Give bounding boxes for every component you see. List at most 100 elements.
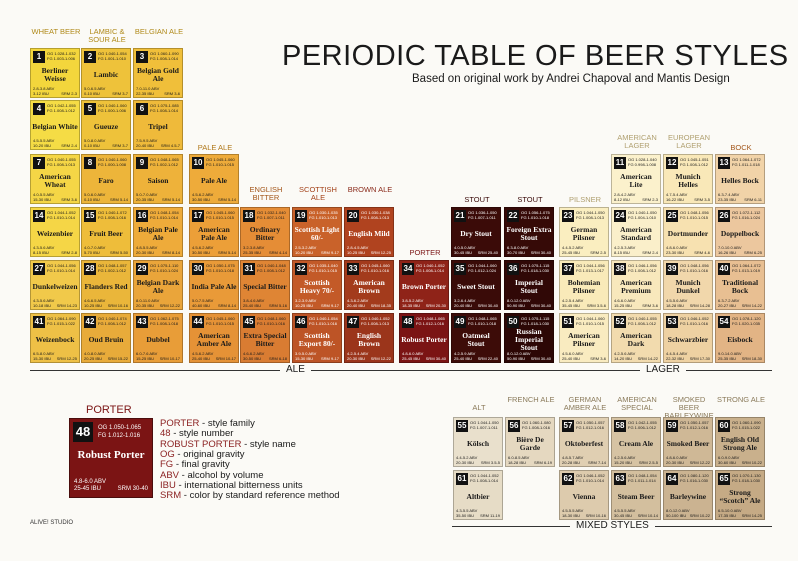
style-og: OG 1.060-1.090 bbox=[732, 420, 761, 425]
style-gravity: OG 1.042-1.055 FG 1.006-1.012 bbox=[628, 420, 657, 430]
style-srm: SRM 9-17 bbox=[320, 302, 339, 308]
style-number: 64 bbox=[666, 473, 678, 485]
style-srm: SRM 14-22 bbox=[637, 355, 658, 361]
style-fg: FG 1.010-1.014 bbox=[576, 478, 605, 483]
style-gravity: OG 1.060-1.090 FG 1.008-1.014 bbox=[150, 51, 179, 61]
style-name: Eisbock bbox=[727, 335, 753, 344]
style-gravity: OG 1.072-1.112 FG 1.016-1.024 bbox=[732, 210, 760, 220]
style-srm: SRM 20-30 bbox=[425, 302, 446, 308]
style-name: Russian Imperial Stout bbox=[515, 327, 543, 352]
style-name: Munich Helles bbox=[675, 172, 701, 189]
style-gravity: OG 1.028-1.032 FG 1.003-1.006 bbox=[47, 51, 76, 61]
style-fg: FG 1.013-1.017 bbox=[576, 268, 605, 273]
style-number: 36 bbox=[507, 263, 519, 275]
style-name: Flanders Red bbox=[84, 282, 128, 291]
style-cell-4: 4 OG 1.042-1.055 FG 1.008-1.012 Belgian Whi… bbox=[30, 100, 80, 150]
style-fg: FG 1.010-1.014 bbox=[47, 215, 76, 220]
legend-family: PORTER bbox=[86, 404, 132, 416]
style-fg: FG 1.008-1.012 bbox=[257, 268, 286, 273]
style-srm: SRM 3-6 bbox=[61, 196, 77, 202]
style-fg: FG 1.008-1.012 bbox=[680, 162, 709, 167]
style-number: 45 bbox=[243, 316, 255, 328]
style-number: 2 bbox=[84, 51, 96, 63]
style-og: OG 1.040-1.054 bbox=[98, 51, 127, 56]
style-number: 5 bbox=[84, 103, 96, 115]
style-number: 41 bbox=[33, 316, 45, 328]
style-og: OG 1.045-1.060 bbox=[206, 157, 235, 162]
style-og: OG 1.064-1.072 bbox=[732, 157, 761, 162]
style-number: 63 bbox=[614, 473, 626, 485]
legend-row: OG - original gravity bbox=[160, 449, 244, 460]
style-gravity: OG 1.044-1.052 FG 1.010-1.014 bbox=[47, 210, 76, 220]
style-srm: SRM 18-30 bbox=[741, 355, 762, 361]
style-name: English Brown bbox=[356, 331, 382, 348]
style-number: 47 bbox=[347, 316, 359, 328]
style-gravity: OG 1.044-1.060 FG 1.010-1.015 bbox=[576, 316, 605, 326]
style-abv: 6.3-8.0 ABV bbox=[507, 245, 529, 250]
style-name: Scottish Export 80/- bbox=[298, 331, 336, 348]
style-abv-ibu: 7.0-11.0 ABV 22-35 IBU bbox=[136, 86, 159, 96]
style-name: American Lite bbox=[620, 172, 652, 189]
style-ibu: 50-90 IBU bbox=[507, 302, 526, 308]
style-fg: FG 1.008-1.012 bbox=[628, 268, 657, 273]
style-gravity: OG 1.075-1.085 FG 1.008-1.014 bbox=[150, 103, 179, 113]
style-name: English Mild bbox=[348, 229, 390, 238]
style-og: OG 1.046-1.052 bbox=[680, 316, 709, 321]
style-gravity: OG 1.035-1.040 FG 1.010-1.015 bbox=[309, 263, 338, 273]
legend-abv-ibu: 4.8-6.0 ABV 25-45 IBU bbox=[74, 479, 106, 493]
style-og: OG 1.062-1.075 bbox=[150, 316, 179, 321]
family-label: SMOKED BEER BARLEYWINE bbox=[664, 395, 714, 420]
style-abv-ibu: 4.5-6.2 ABV 25-40 IBU bbox=[192, 351, 213, 361]
style-srm: SRM 2-4 bbox=[642, 249, 658, 255]
style-abv: 4.3-6.2 ABV bbox=[347, 298, 369, 303]
style-cell-1: 1 OG 1.028-1.032 FG 1.003-1.006 Berliner We… bbox=[30, 48, 80, 98]
style-gravity: OG 1.046-1.056 FG 1.008-1.012 bbox=[628, 263, 657, 273]
style-cell-28: 28 OG 1.048-1.057 FG 1.002-1.012 Flanders R… bbox=[81, 260, 131, 310]
style-abv: 8.0-12.0 ABV bbox=[507, 351, 531, 356]
style-srm: SRM 3-5 bbox=[694, 196, 710, 202]
style-fg: FG 1.002-1.012 bbox=[150, 162, 179, 167]
style-cell-41: 41 OG 1.064-1.090 FG 1.015-1.022 Weizenbock… bbox=[30, 313, 80, 363]
style-fg: FG 0.998-1.008 bbox=[628, 162, 657, 167]
style-number: 12 bbox=[666, 157, 678, 169]
style-cell-42: 42 OG 1.040-1.074 FG 1.008-1.012 Oud Bruin 4… bbox=[81, 313, 131, 363]
style-number: 21 bbox=[454, 210, 466, 222]
legend-definition: - style family bbox=[199, 418, 255, 429]
style-number: 62 bbox=[562, 473, 574, 485]
style-number: 34 bbox=[402, 263, 414, 275]
style-name: Dry Stout bbox=[460, 229, 492, 238]
style-og: OG 1.080-1.120 bbox=[680, 473, 709, 478]
style-name: India Pale Ale bbox=[191, 282, 237, 291]
style-abv-ibu: 4.4-5.2 ABV 20-30 IBU bbox=[456, 455, 477, 465]
style-gravity: OG 1.030-1.038 FG 1.008-1.013 bbox=[361, 210, 390, 220]
style-cell-61: 61 OG 1.044-1.052 FG 1.008-1.014 Altbier 4.3… bbox=[453, 470, 503, 520]
family-label: ENGLISH BITTER bbox=[249, 185, 283, 202]
style-fg: FG 1.010-1.016 bbox=[680, 321, 709, 326]
style-ibu: 35-45 IBU bbox=[562, 302, 581, 308]
style-fg: FG 1.008-1.012 bbox=[628, 321, 657, 326]
studio-credit: ALIVE! STUDIO bbox=[30, 520, 74, 526]
style-number: 48 bbox=[402, 316, 414, 328]
style-name: Kölsch bbox=[466, 439, 490, 448]
family-label: GERMAN AMBER ALE bbox=[563, 395, 607, 412]
style-og: OG 1.048-1.065 bbox=[468, 316, 497, 321]
style-srm: SRM 12-25 bbox=[370, 249, 391, 255]
legend-term: FG bbox=[160, 459, 174, 471]
style-number: 1 bbox=[33, 51, 45, 63]
style-abv: 4.3-5.5 ABV bbox=[456, 508, 478, 513]
style-number: 17 bbox=[192, 210, 204, 222]
style-name: American Wheat bbox=[39, 172, 71, 189]
style-srm: SRM 5-14 bbox=[217, 249, 236, 255]
legend-term: ABV bbox=[160, 469, 180, 481]
style-ibu: 16-22 IBU bbox=[666, 196, 685, 202]
legend-row: ROBUST PORTER - style name bbox=[160, 439, 296, 450]
style-ibu: 20-40 IBU bbox=[454, 302, 473, 308]
style-abv-ibu: 4.3-5.5 ABV 35-50 IBU bbox=[456, 508, 478, 518]
style-abv-ibu: 4.2-5.4 ABV 35-45 IBU bbox=[562, 298, 583, 308]
style-ibu: 18-30 IBU bbox=[562, 512, 581, 518]
style-cell-9: 9 OG 1.048-1.065 FG 1.002-1.012 Saison 5.0-7… bbox=[133, 154, 183, 204]
style-srm: SRM 25-40 bbox=[477, 249, 498, 255]
style-cell-53: 53 OG 1.046-1.052 FG 1.010-1.016 Schwarzbie… bbox=[663, 313, 713, 363]
style-fg: FG 1.010-1.016 bbox=[257, 321, 286, 326]
style-gravity: OG 1.040-1.048 FG 1.008-1.012 bbox=[257, 263, 286, 273]
